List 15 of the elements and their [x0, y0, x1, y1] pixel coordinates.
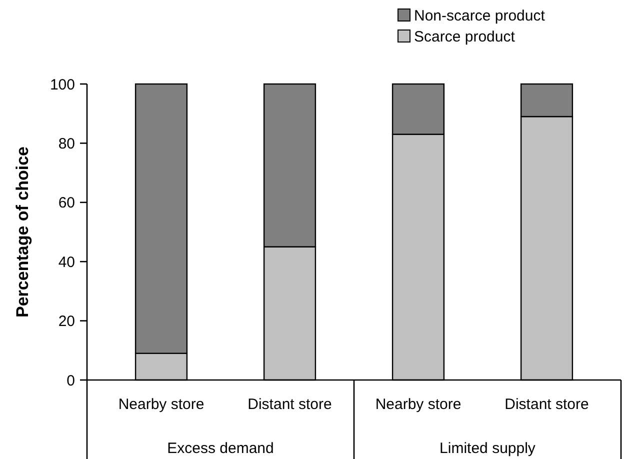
y-axis-title: Percentage of choice	[13, 146, 32, 318]
x-tick-label: Distant store	[504, 396, 589, 413]
y-tick-label: 60	[58, 194, 75, 212]
legend-label: Scarce product	[414, 28, 516, 46]
x-tick-label: Nearby store	[375, 396, 462, 413]
y-tick-label: 20	[58, 313, 75, 330]
text: Limited supply	[440, 440, 536, 457]
y-tick-label: 80	[58, 135, 75, 152]
y-tick-label: 40	[58, 254, 75, 271]
x-tick-label: Nearby store	[118, 396, 204, 413]
y-tick-label: 100	[50, 76, 75, 94]
x-tick-label: Distant store	[248, 396, 332, 413]
legend-label: Non-scarce product	[414, 7, 546, 24]
y-tick-label: 0	[66, 372, 75, 390]
text: Excess demand	[167, 440, 274, 457]
